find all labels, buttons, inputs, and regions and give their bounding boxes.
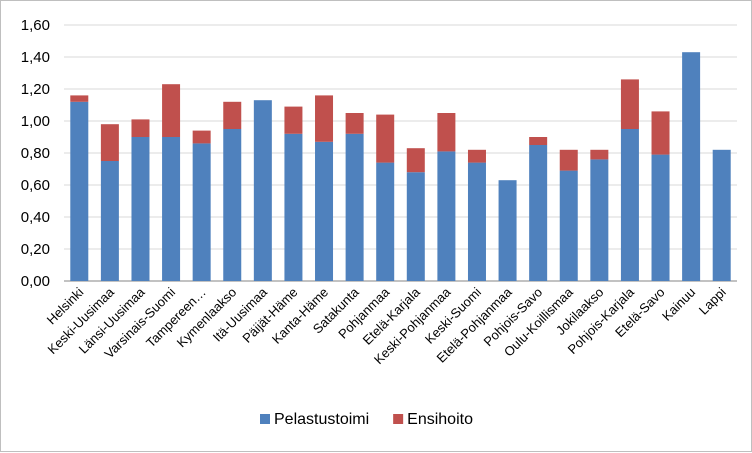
bar-pelastustoimi [253,100,272,281]
bar-pelastustoimi [682,52,701,282]
y-tick-label: 0,40 [21,209,50,226]
bar-pelastustoimi [223,129,242,281]
bar-pelastustoimi [437,151,456,281]
bar-ensihoito [559,149,578,171]
y-tick-label: 0,60 [21,177,50,194]
y-tick-label: 1,40 [21,49,50,66]
y-tick-label: 0,80 [21,145,50,162]
legend-label: Ensihoito [407,411,473,428]
bar-ensihoito [376,114,395,163]
bar-pelastustoimi [131,137,150,281]
bar-ensihoito [131,119,150,137]
bar-ensihoito [315,95,334,142]
legend-label: Pelastustoimi [274,411,369,428]
bar-pelastustoimi [345,133,364,281]
bar-ensihoito [70,95,89,102]
bar-ensihoito [467,149,486,163]
bar-ensihoito [100,124,119,161]
bar-ensihoito [590,149,609,160]
x-category-label: Lappi [696,284,729,317]
bar-pelastustoimi [406,172,425,281]
bar-ensihoito [620,79,639,129]
bar-ensihoito [651,111,670,155]
bar-pelastustoimi [559,170,578,281]
bar-pelastustoimi [100,161,119,281]
y-tick-label: 0,20 [21,241,50,258]
bar-ensihoito [529,137,548,145]
bar-pelastustoimi [284,133,303,281]
bar-ensihoito [406,148,425,173]
x-category-label: Kainuu [659,285,698,324]
legend-swatch [393,414,404,424]
bar-pelastustoimi [315,141,334,281]
bar-ensihoito [345,113,364,134]
bar-ensihoito [223,101,242,129]
bar-ensihoito [192,130,211,144]
bar-pelastustoimi [712,149,731,281]
y-tick-label: 1,60 [21,17,50,34]
y-tick-label: 0,00 [21,273,50,290]
bar-pelastustoimi [529,145,548,281]
bar-pelastustoimi [651,154,670,281]
legend-swatch [260,414,270,424]
bar-pelastustoimi [376,162,395,281]
bar-pelastustoimi [192,143,211,281]
bar-ensihoito [284,106,303,134]
bar-pelastustoimi [162,137,181,281]
bar-ensihoito [437,113,456,152]
bar-pelastustoimi [620,129,639,281]
y-tick-label: 1,20 [21,81,50,98]
bar-pelastustoimi [467,162,486,281]
bar-pelastustoimi [70,101,89,281]
bar-pelastustoimi [590,159,609,281]
bar-ensihoito [162,84,181,137]
bar-pelastustoimi [498,180,517,281]
y-tick-label: 1,00 [21,113,50,130]
